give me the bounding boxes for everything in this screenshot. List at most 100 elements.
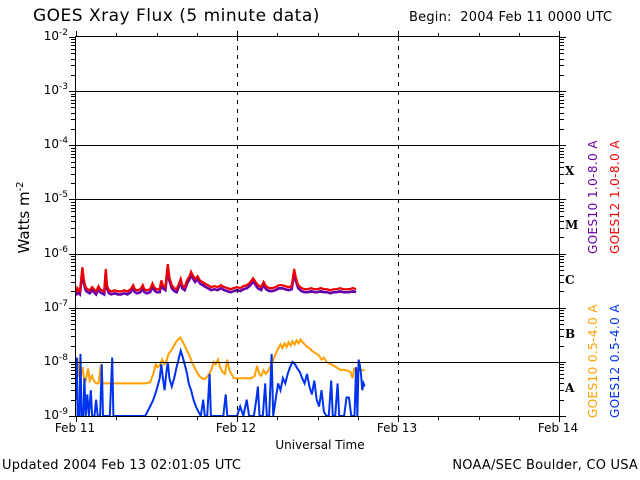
y-minor-tick <box>559 383 564 384</box>
y-minor-tick <box>559 167 564 168</box>
y-tick-mantissa: 10 <box>43 191 60 206</box>
y-minor-tick <box>71 49 76 50</box>
updated-timestamp: Updated 2004 Feb 13 02:01:05 UTC <box>2 458 242 473</box>
y-minor-tick <box>71 129 76 130</box>
y-minor-tick <box>71 39 76 40</box>
y-minor-tick <box>71 216 76 217</box>
flare-class-B: B <box>565 326 576 341</box>
y-minor-tick <box>71 237 76 238</box>
y-minor-tick <box>559 346 564 347</box>
y-minor-tick <box>71 174 76 175</box>
x-tick-label: Feb 12 <box>215 421 257 435</box>
y-minor-tick <box>71 266 76 267</box>
y-minor-tick <box>71 167 76 168</box>
horizontal-gridline <box>76 254 559 255</box>
y-tick-label: 10-7 <box>8 299 68 314</box>
y-minor-tick <box>559 313 564 314</box>
y-minor-tick <box>559 154 564 155</box>
y-minor-tick <box>71 75 76 76</box>
y-tick-mantissa: 10 <box>43 245 60 260</box>
y-minor-tick <box>71 390 76 391</box>
y-minor-tick <box>71 221 76 222</box>
x-minor-tick <box>438 416 439 420</box>
y-minor-tick <box>71 324 76 325</box>
x-minor-tick <box>358 33 359 37</box>
y-tick-label: 10-6 <box>8 245 68 260</box>
y-minor-tick <box>71 113 76 114</box>
y-tick-exponent: -6 <box>59 244 68 255</box>
y-minor-tick <box>559 39 564 40</box>
y-minor-tick <box>71 329 76 330</box>
y-minor-tick <box>559 256 564 257</box>
y-minor-tick <box>559 183 564 184</box>
x-minor-tick <box>157 416 158 420</box>
y-minor-tick <box>559 151 564 152</box>
y-major-tick <box>69 416 76 417</box>
y-tick-mantissa: 10 <box>43 353 60 368</box>
y-minor-tick <box>71 119 76 120</box>
y-minor-tick <box>71 202 76 203</box>
credit-label: NOAA/SEC Boulder, CO USA <box>452 458 638 473</box>
y-minor-tick <box>559 216 564 217</box>
trace-goes12-short <box>76 347 366 416</box>
x-minor-tick <box>157 33 158 37</box>
y-tick-label: 10-3 <box>8 82 68 97</box>
y-minor-tick <box>71 208 76 209</box>
x-axis-label: Universal Time <box>275 438 365 452</box>
y-minor-tick <box>71 45 76 46</box>
y-minor-tick <box>559 390 564 391</box>
y-minor-tick <box>71 336 76 337</box>
flare-class-X: X <box>565 164 575 179</box>
y-minor-tick <box>559 53 564 54</box>
y-minor-tick <box>71 378 76 379</box>
y-minor-tick <box>559 262 564 263</box>
y-tick-exponent: -7 <box>59 298 68 309</box>
y-major-tick <box>559 362 566 363</box>
x-minor-tick <box>277 33 278 37</box>
x-minor-tick <box>318 33 319 37</box>
horizontal-gridline <box>76 362 559 363</box>
y-minor-tick <box>71 183 76 184</box>
y-minor-tick <box>559 282 564 283</box>
y-axis-label: Watts m-2 <box>0 157 51 297</box>
y-minor-tick <box>71 310 76 311</box>
x-major-tick <box>559 31 560 37</box>
trace-goes10-short <box>76 336 365 385</box>
x-minor-tick <box>318 416 319 420</box>
y-minor-tick <box>559 119 564 120</box>
y-minor-tick <box>559 364 564 365</box>
y-major-tick <box>559 199 566 200</box>
y-minor-tick <box>559 270 564 271</box>
legend-item: GOES12 1.0-8.0 A <box>608 140 622 254</box>
y-major-tick <box>559 308 566 309</box>
y-tick-mantissa: 10 <box>43 408 60 422</box>
begin-time-label: Begin: 2004 Feb 11 0000 UTC <box>409 10 613 25</box>
y-tick-exponent: -2 <box>59 28 68 38</box>
y-minor-tick <box>559 94 564 95</box>
y-minor-tick <box>559 96 564 97</box>
y-minor-tick <box>71 228 76 229</box>
trace-canvas <box>76 263 366 416</box>
y-minor-tick <box>71 65 76 66</box>
y-minor-tick <box>559 157 564 158</box>
x-major-tick <box>398 416 399 422</box>
y-minor-tick <box>71 100 76 101</box>
y-minor-tick <box>559 100 564 101</box>
y-tick-mantissa: 10 <box>43 83 60 98</box>
y-tick-label: 10-4 <box>8 136 68 151</box>
legend-item: GOES10 1.0-8.0 A <box>586 140 600 254</box>
x-major-tick <box>76 416 77 422</box>
y-minor-tick <box>559 113 564 114</box>
y-minor-tick <box>559 208 564 209</box>
y-minor-tick <box>71 282 76 283</box>
y-minor-tick <box>71 211 76 212</box>
y-minor-tick <box>559 42 564 43</box>
y-minor-tick <box>559 374 564 375</box>
y-minor-tick <box>71 59 76 60</box>
flare-class-C: C <box>565 272 575 287</box>
y-minor-tick <box>71 313 76 314</box>
y-minor-tick <box>559 310 564 311</box>
y-minor-tick <box>559 320 564 321</box>
y-minor-tick <box>71 148 76 149</box>
y-minor-tick <box>71 151 76 152</box>
